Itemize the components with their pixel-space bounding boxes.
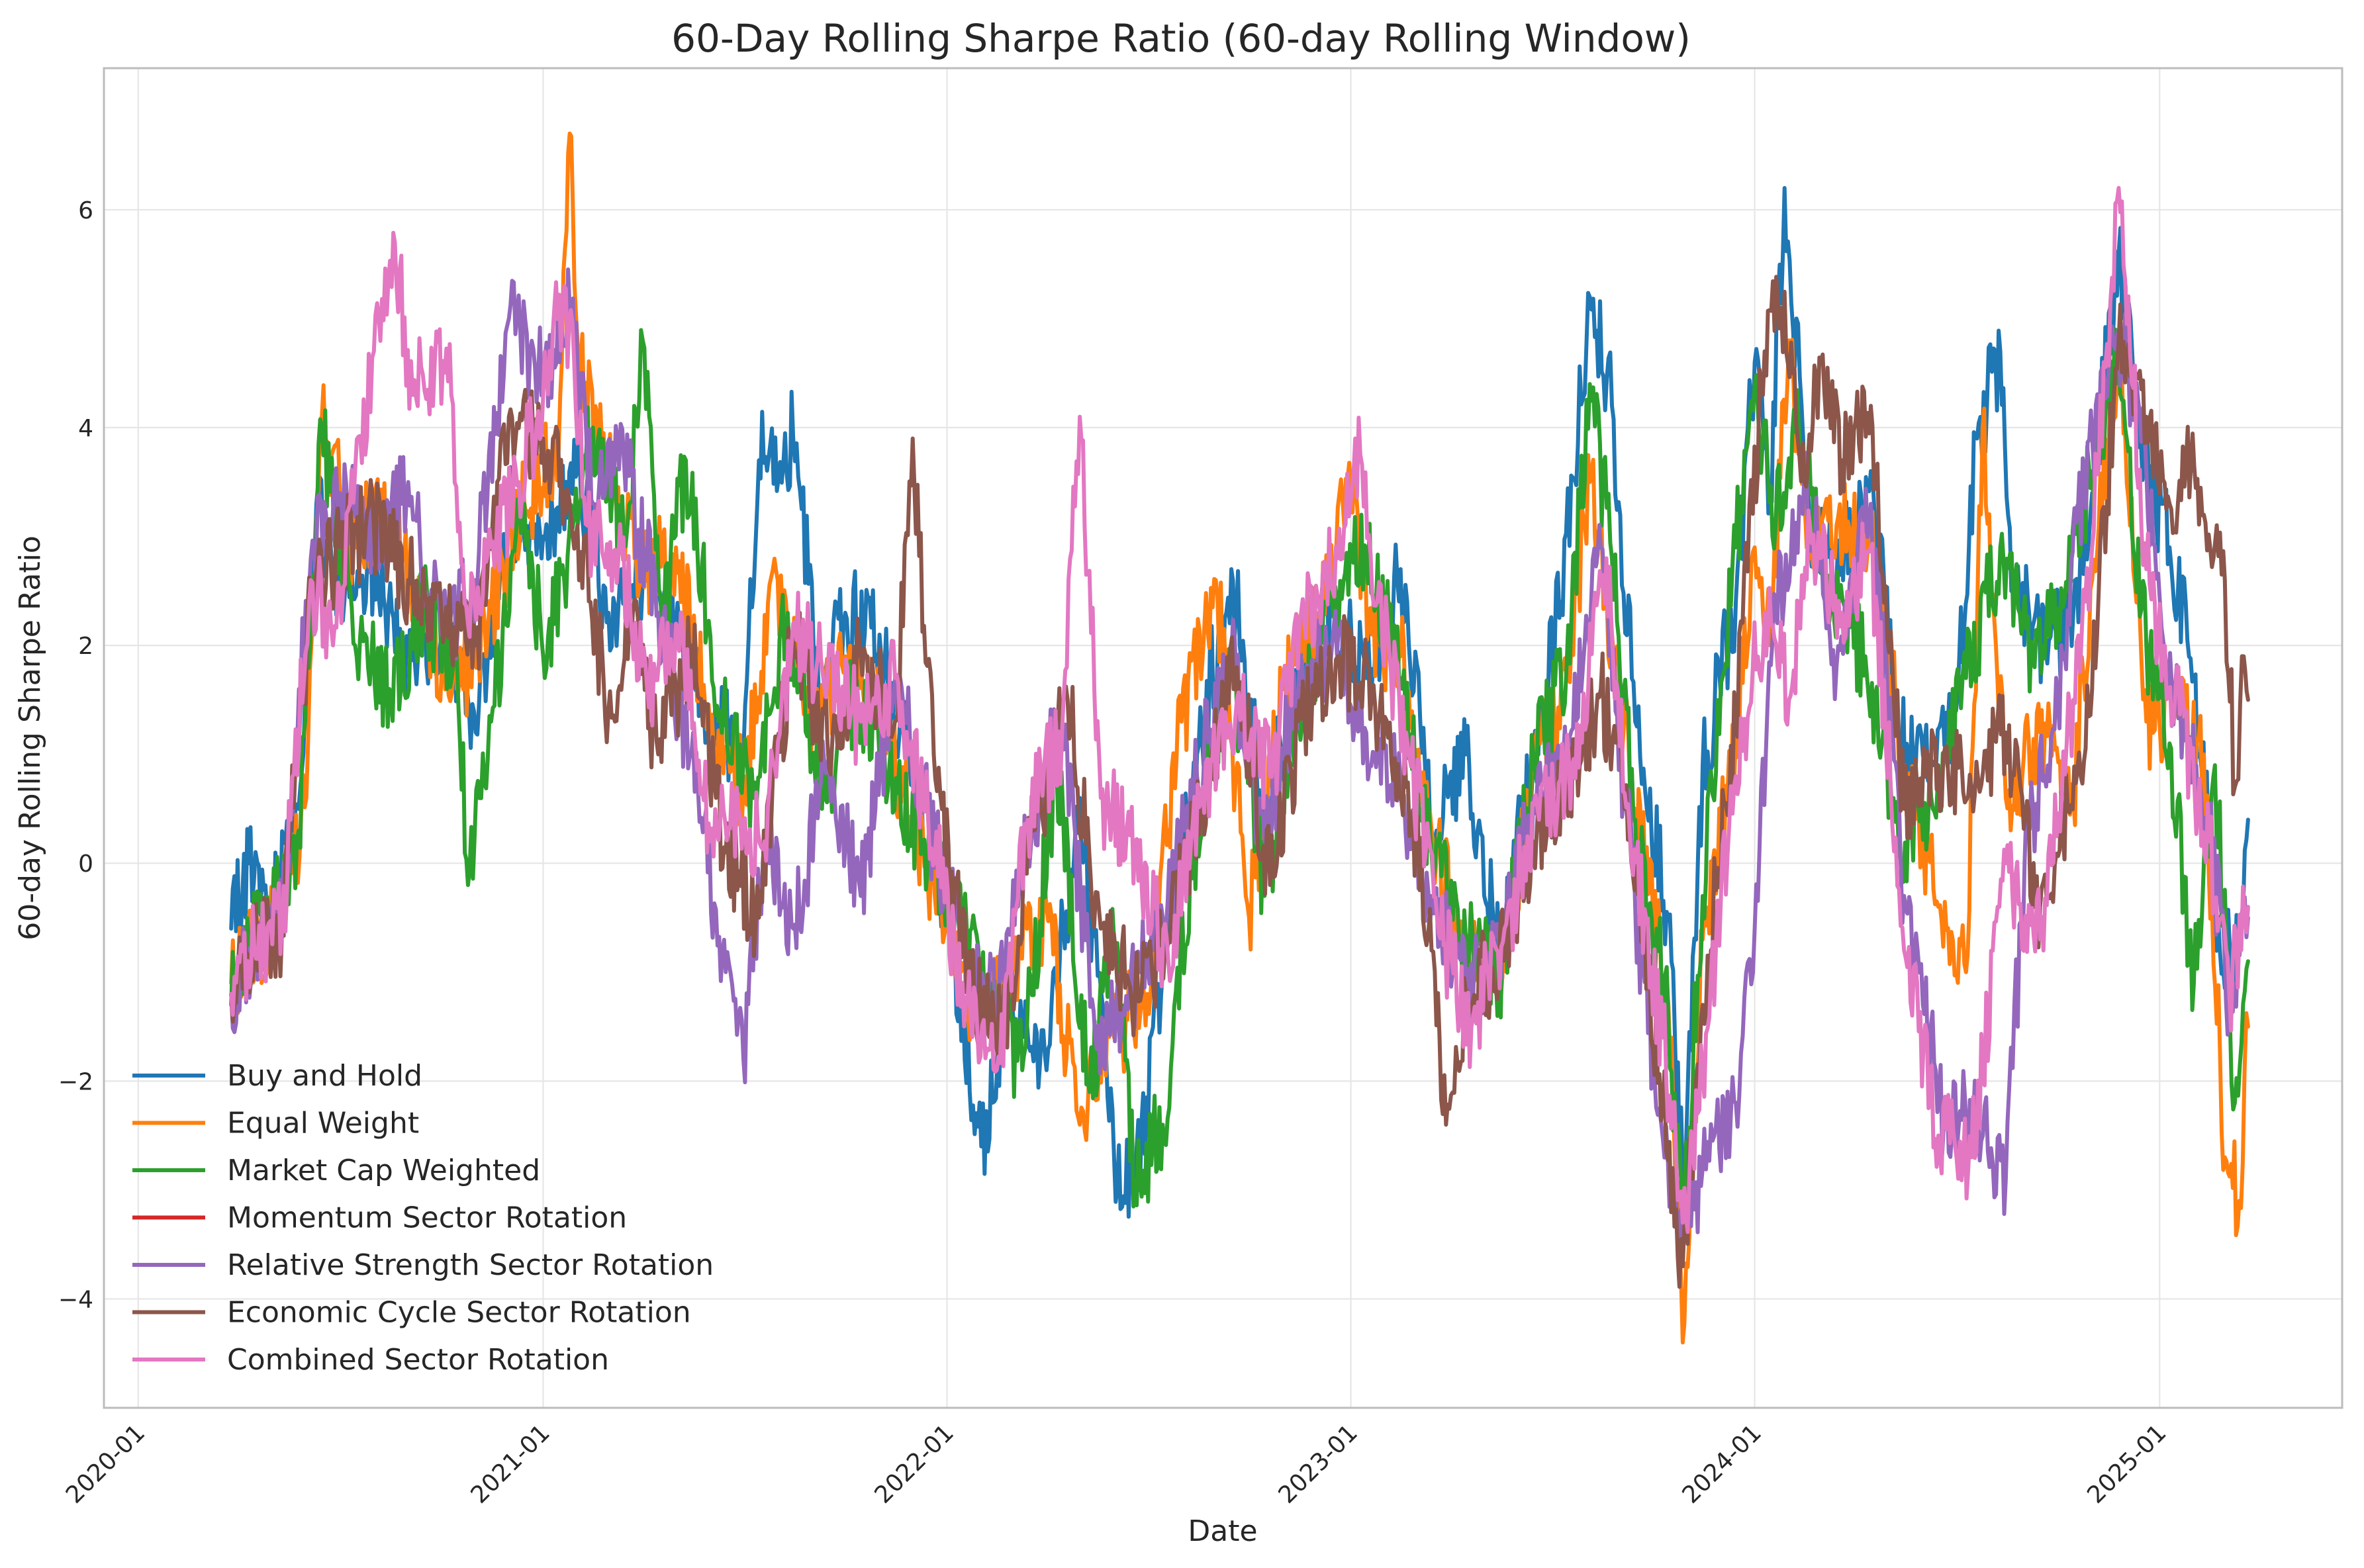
chart-title: 60-Day Rolling Sharpe Ratio (60-day Roll… [671,16,1691,61]
y-axis-label: 60-day Rolling Sharpe Ratio [13,535,47,941]
legend-label-momentum-sector-rotation: Momentum Sector Rotation [227,1201,627,1235]
series-layer [229,131,2250,1345]
y-tick-label: −4 [58,1286,93,1313]
legend: Buy and Hold Equal Weight Market Cap Weigh… [132,1059,714,1377]
legend-label-relative-strength-sector-rotation: Relative Strength Sector Rotation [227,1248,714,1282]
series-line-combined-sector-rotation [229,186,2250,1234]
y-tick-label: −2 [58,1068,93,1095]
y-tick-label: 6 [78,197,93,224]
y-tick-label: 2 [78,633,93,660]
legend-label-economic-cycle-sector-rotation: Economic Cycle Sector Rotation [227,1296,691,1330]
series-line-buy-and-hold [229,186,2250,1219]
legend-label-combined-sector-rotation: Combined Sector Rotation [227,1343,609,1377]
plot-frame [103,67,2343,1409]
series-line-relative-strength-sector-rotation [229,267,2250,1252]
legend-label-equal-weight: Equal Weight [227,1107,419,1140]
y-axis-ticks: −4 −2 0 2 4 6 [58,197,93,1314]
y-tick-label: 4 [78,415,93,442]
y-tick-label: 0 [78,851,93,878]
x-axis-label: Date [1188,1514,1257,1548]
legend-label-buy-and-hold: Buy and Hold [227,1059,422,1093]
series-line-economic-cycle-sector-rotation [229,275,2250,1289]
legend-label-market-cap-weighted: Market Cap Weighted [227,1154,540,1187]
